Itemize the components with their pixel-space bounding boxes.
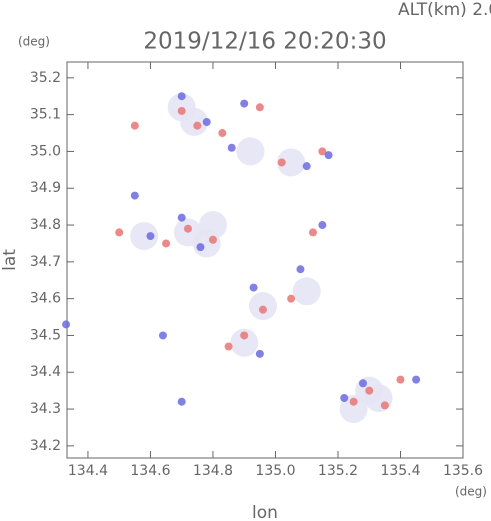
echo-point [339,395,368,424]
y-tick-label: 35.1 [30,107,61,123]
echo-point [249,283,258,292]
echo-point [158,331,167,340]
echo-point [177,106,186,115]
echo-point [193,121,202,130]
echo-point [302,162,311,171]
echo-point [412,375,421,384]
y-unit: (deg) [18,35,50,49]
echo-point [340,394,349,403]
y-tick-label: 34.5 [30,327,61,343]
echo-point [198,211,227,240]
echo-point [208,235,217,244]
x-tick-label: 135.4 [380,463,420,479]
echo-point [380,401,389,410]
echo-point [227,143,236,152]
plot-frame [66,61,464,459]
echo-point [318,147,327,156]
y-tick-label: 34.8 [30,217,61,233]
y-tick-label: 34.9 [30,180,61,196]
echo-point [292,277,321,306]
echo-point [177,92,186,101]
y-tick-label: 35.0 [30,143,61,159]
x-tick-label: 135.6 [443,463,483,479]
echo-point [277,148,306,177]
echo-point [358,379,367,388]
y-tick-label: 34.4 [30,364,61,380]
echo-point [218,129,227,138]
y-tick-label: 35.2 [30,70,61,86]
echo-point [130,222,159,251]
echo-point [177,397,186,406]
echo-point [162,239,171,248]
echo-point [130,191,139,200]
x-unit: (deg) [455,485,487,499]
y-label: lat [0,249,20,271]
y-tick-label: 34.3 [30,401,61,417]
echo-point [196,243,205,252]
echo-point [236,137,265,166]
x-tick-label: 135.2 [318,463,358,479]
echo-point [240,331,249,340]
echo-point [308,228,317,237]
echo-point [396,375,405,384]
echo-point [349,397,358,406]
x-tick-label: 135.0 [255,463,295,479]
echo-point [258,305,267,314]
echo-point [277,158,286,167]
echo-point [177,213,186,222]
echo-point [62,320,71,329]
echo-point [202,117,211,126]
echo-point [224,342,233,351]
y-tick-label: 34.7 [30,254,61,270]
echo-point [296,265,305,274]
y-tick-label: 34.6 [30,291,61,307]
subtitle: ALT(km) 2.0 [398,0,491,20]
x-tick-label: 134.4 [68,463,108,479]
x-label: lon [252,503,278,521]
echo-point [365,386,374,395]
echo-point [115,228,124,237]
echo-point [183,224,192,233]
echo-point [230,328,259,357]
echo-point [255,349,264,358]
echo-point [255,103,264,112]
echo-point [324,151,333,160]
echo-point [130,121,139,130]
x-tick-label: 134.6 [130,463,170,479]
echo-point [146,232,155,241]
echo-point [287,294,296,303]
y-tick-label: 34.2 [30,438,61,454]
echo-point [240,99,249,108]
echo-point [318,221,327,230]
chart-title: 2019/12/16 20:20:30 [143,29,386,55]
x-tick-label: 134.8 [193,463,233,479]
